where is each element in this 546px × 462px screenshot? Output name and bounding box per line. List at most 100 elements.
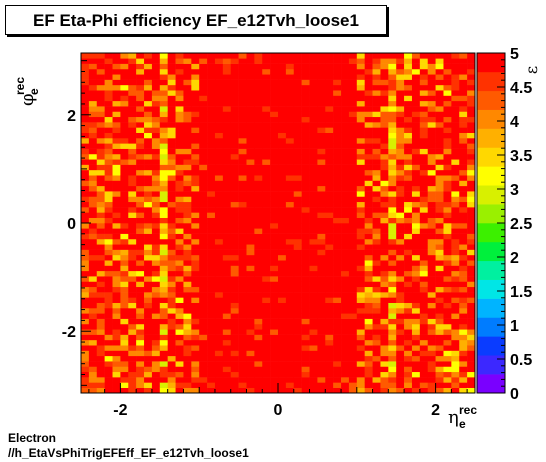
heatmap-cell: [270, 292, 279, 298]
heatmap-cell: [270, 159, 279, 165]
heatmap-cell: [325, 153, 334, 160]
heatmap-cell: [175, 361, 184, 367]
heatmap-cell: [435, 281, 444, 288]
heatmap-cell: [96, 361, 105, 367]
heatmap-cell: [285, 169, 295, 176]
heatmap-cell: [459, 270, 468, 277]
heatmap-cell: [348, 223, 358, 229]
heatmap-cell: [364, 201, 373, 208]
heatmap-cell: [199, 164, 208, 171]
heatmap-cell: [96, 148, 105, 155]
heatmap-cell: [104, 249, 113, 256]
heatmap-cell: [159, 308, 168, 314]
heatmap-cell: [356, 228, 365, 234]
heatmap-cell: [285, 281, 295, 288]
heatmap-cell: [404, 223, 413, 229]
heatmap-cell: [285, 84, 295, 91]
heatmap-cell: [96, 302, 105, 309]
heatmap-cell: [120, 329, 129, 335]
heatmap-cell: [341, 361, 350, 367]
heatmap-cell: [396, 270, 405, 277]
heatmap-cell: [270, 138, 279, 144]
heatmap-cell: [183, 350, 192, 357]
heatmap-cell: [467, 350, 476, 357]
heatmap-cell: [333, 58, 342, 64]
heatmap-cell: [467, 148, 476, 155]
heatmap-cell: [380, 122, 389, 128]
heatmap-cell: [348, 201, 358, 208]
heatmap-cell: [372, 95, 381, 102]
heatmap-cell: [404, 361, 413, 367]
heatmap-cell: [191, 74, 200, 80]
heatmap-cell: [104, 79, 113, 86]
heatmap-cell: [230, 228, 239, 234]
heatmap-cell: [404, 68, 413, 75]
heatmap-cell: [144, 355, 153, 362]
heatmap-cell: [293, 164, 302, 171]
heatmap-cell: [348, 175, 358, 181]
heatmap-cell: [183, 286, 192, 293]
heatmap-cell: [309, 345, 318, 351]
heatmap-cell: [301, 164, 310, 171]
heatmap-cell: [246, 90, 255, 96]
heatmap-cell: [128, 355, 137, 362]
heatmap-cell: [81, 95, 90, 102]
heatmap-cell: [183, 382, 192, 388]
heatmap-cell: [356, 175, 365, 181]
heatmap-cell: [404, 191, 413, 197]
heatmap-cell: [333, 153, 342, 160]
heatmap-cell: [388, 122, 397, 128]
heatmap-cell: [230, 244, 239, 250]
heatmap-cell: [167, 58, 176, 64]
heatmap-cell: [348, 292, 358, 298]
heatmap-cell: [238, 323, 247, 330]
heatmap-cell: [285, 387, 295, 394]
heatmap-cell: [254, 58, 263, 64]
heatmap-cell: [128, 233, 137, 240]
heatmap-cell: [144, 122, 153, 128]
heatmap-cell: [214, 361, 224, 367]
heatmap-cell: [270, 127, 279, 133]
heatmap-cell: [144, 127, 153, 133]
heatmap-cell: [451, 169, 460, 176]
heatmap-cell: [175, 223, 184, 229]
heatmap-cell: [341, 79, 350, 86]
heatmap-cell: [467, 292, 476, 298]
heatmap-cell: [325, 297, 334, 303]
heatmap-cell: [388, 292, 397, 298]
heatmap-cell: [222, 106, 232, 112]
heatmap-cell: [159, 249, 168, 256]
heatmap-cell: [104, 84, 113, 91]
heatmap-cell: [459, 382, 468, 388]
heatmap-cell: [254, 68, 263, 75]
heatmap-cell: [427, 217, 436, 224]
heatmap-cell: [285, 286, 295, 293]
heatmap-cell: [144, 201, 153, 208]
heatmap-cell: [411, 207, 421, 213]
heatmap-cell: [230, 53, 239, 59]
heatmap-cell: [380, 334, 389, 341]
heatmap-cell: [341, 122, 350, 128]
heatmap-cell: [104, 90, 113, 96]
heatmap-cell: [207, 53, 216, 59]
heatmap-cell: [159, 106, 168, 112]
heatmap-cell: [372, 201, 381, 208]
heatmap-cell: [372, 339, 381, 346]
heatmap-cell: [333, 244, 342, 250]
heatmap-cell: [207, 153, 216, 160]
heatmap-cell: [317, 212, 326, 218]
heatmap-cell: [451, 111, 460, 118]
heatmap-cell: [167, 334, 176, 341]
heatmap-cell: [325, 111, 334, 118]
heatmap-cell: [451, 84, 460, 91]
heatmap-cell: [144, 339, 153, 346]
heatmap-cell: [325, 238, 334, 245]
heatmap-cell: [270, 254, 279, 261]
heatmap-cell: [388, 313, 397, 319]
heatmap-cell: [104, 63, 113, 70]
heatmap-cell: [348, 196, 358, 203]
heatmap-cell: [262, 334, 271, 341]
heatmap-cell: [238, 191, 247, 197]
heatmap-cell: [167, 143, 176, 149]
heatmap-cell: [451, 207, 460, 213]
